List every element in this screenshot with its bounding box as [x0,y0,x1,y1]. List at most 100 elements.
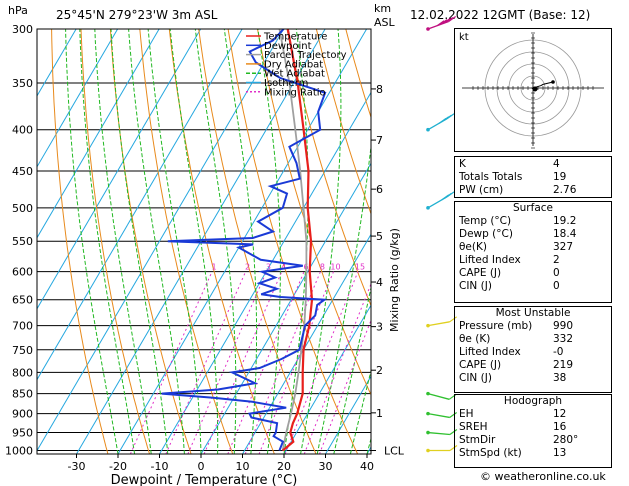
surface-row: θe(K) 327 [455,241,611,254]
wet-adiabat-line [147,29,202,454]
wind-barb-staff [427,321,450,327]
wet-adiabat-line [65,29,119,454]
surface-label: Dewp (°C) [459,228,513,240]
asl-unit-label: ASL [374,16,396,29]
temp-tick-label: 0 [198,460,205,473]
isotherm-line [37,29,119,168]
hodograph-param-value: 12 [553,408,567,420]
surface-value: 0 [553,267,560,279]
wind-barb-base [426,391,430,396]
surface-value: 18.4 [553,228,577,240]
hodograph-param-row: StmDir 280° [455,434,611,447]
surface-title: Surface [512,202,553,214]
wet-adiabat-line [349,368,371,454]
wind-barb-flag [449,411,458,418]
dry-adiabat-line [168,29,275,454]
surface-row: CAPE (J) 0 [455,267,611,280]
isotherm-line [242,233,371,454]
pressure-tick-label: 550 [12,235,33,248]
mixing-ratio-label: 20 [373,263,383,272]
surface-row: CIN (J) 0 [455,280,611,293]
hodograph-param-row: EH 12 [455,408,611,421]
wet-adiabat-line [300,29,342,454]
mixing-ratio-line [227,271,305,454]
km-tick-label: 2 [376,364,383,377]
mixing-ratio-line [258,271,334,454]
hodograph-param-value: 16 [553,421,567,433]
surface-label: CIN (J) [459,280,492,292]
pressure-tick-label: 600 [12,266,33,279]
wind-barb-flag [436,20,445,27]
index-value: 2.76 [553,184,577,196]
km-tick-label: 1 [376,407,383,420]
mixing-ratio-line [319,318,371,454]
pressure-tick-label: 950 [12,427,33,440]
hodograph-param-label: StmSpd (kt) [459,447,522,459]
wet-adiabat-line [283,29,309,454]
mixing-ratio-label: 3 [266,263,271,272]
temperature-profile [281,29,314,452]
isotherm-line [37,29,202,310]
mixing-ratio-line [303,282,371,454]
surface-row: Temp (°C) 19.2 [455,215,611,228]
most-unstable-label: Lifted Index [459,346,521,358]
profile-series [161,29,328,452]
surface-table: Surface Temp (°C) 19.2 Dewp (°C) 18.4 θe(K) 3… [454,201,612,303]
wind-barbs [426,15,458,453]
hodograph-trace [531,81,554,90]
mixing-ratio-label: 8 [320,263,325,272]
wind-barb-flag [448,15,457,22]
km-tick-label: LCL [384,445,405,458]
km-unit-label: km [374,2,391,15]
wind-barb-flag [438,117,447,124]
index-label: Totals Totals [459,171,523,183]
most-unstable-table: Most Unstable Pressure (mb) 990 θe (K) 332 L… [454,306,612,393]
pressure-tick-label: 700 [12,320,33,333]
isotherm-line [37,29,243,381]
legend-label: Parcel Trajectory [264,50,347,61]
temp-tick-label: 30 [319,460,333,473]
most-unstable-label: θe (K) [459,333,491,345]
most-unstable-row: θe (K) 332 [455,333,611,346]
x-axis-label: Dewpoint / Temperature (°C) [111,473,298,486]
surface-label: CAPE (J) [459,267,502,279]
most-unstable-row: CIN (J) 38 [455,372,611,385]
index-value: 19 [553,171,567,183]
index-row: PW (cm) 2.76 [455,184,611,197]
most-unstable-value: 990 [553,320,574,332]
legend-label: Wet Adiabat [264,69,325,80]
axes: 3003504004505005506006507007508008509009… [5,23,405,473]
hodograph: kt [454,28,612,152]
indices-table: K 4 Totals Totals 19 PW (cm) 2.76 [454,156,612,198]
km-tick-label: 8 [376,83,383,96]
km-tick-label: 7 [376,134,383,147]
temp-tick-label: 40 [360,460,374,473]
wet-adiabat-line [79,29,136,454]
surface-label: θe(K) [459,241,487,253]
location-header: 25°45'N 279°23'W 3m ASL [56,8,218,22]
isotherm-line [283,304,371,454]
surface-value: 327 [553,241,574,253]
isotherm-line [37,29,160,239]
isotherm-line [159,91,371,454]
surface-value: 19.2 [553,215,577,227]
pressure-tick-label: 400 [12,124,33,137]
index-value: 4 [553,158,560,170]
mixing-ratio-label: 4 [281,263,286,272]
temp-tick-label: -10 [151,460,169,473]
index-row: Totals Totals 19 [455,171,611,184]
surface-row: Dewp (°C) 18.4 [455,228,611,241]
most-unstable-label: Pressure (mb) [459,320,533,332]
legend-label: Mixing Ratio [264,87,326,98]
surface-row: Lifted Index 2 [455,254,611,267]
wet-adiabat-line [128,29,185,454]
pressure-tick-label: 800 [12,366,33,379]
km-tick-label: 3 [376,321,383,334]
credit-footer: © weatheronline.co.uk [480,470,606,483]
temp-tick-label: 20 [277,460,291,473]
dry-adiabat-line [227,29,359,454]
wet-adiabat-line [169,29,219,454]
hodograph-params-table: Hodograph EH 12 SREH 16 StmDir 280° StmSpd (kt… [454,394,612,468]
wind-barb-base [426,430,430,435]
